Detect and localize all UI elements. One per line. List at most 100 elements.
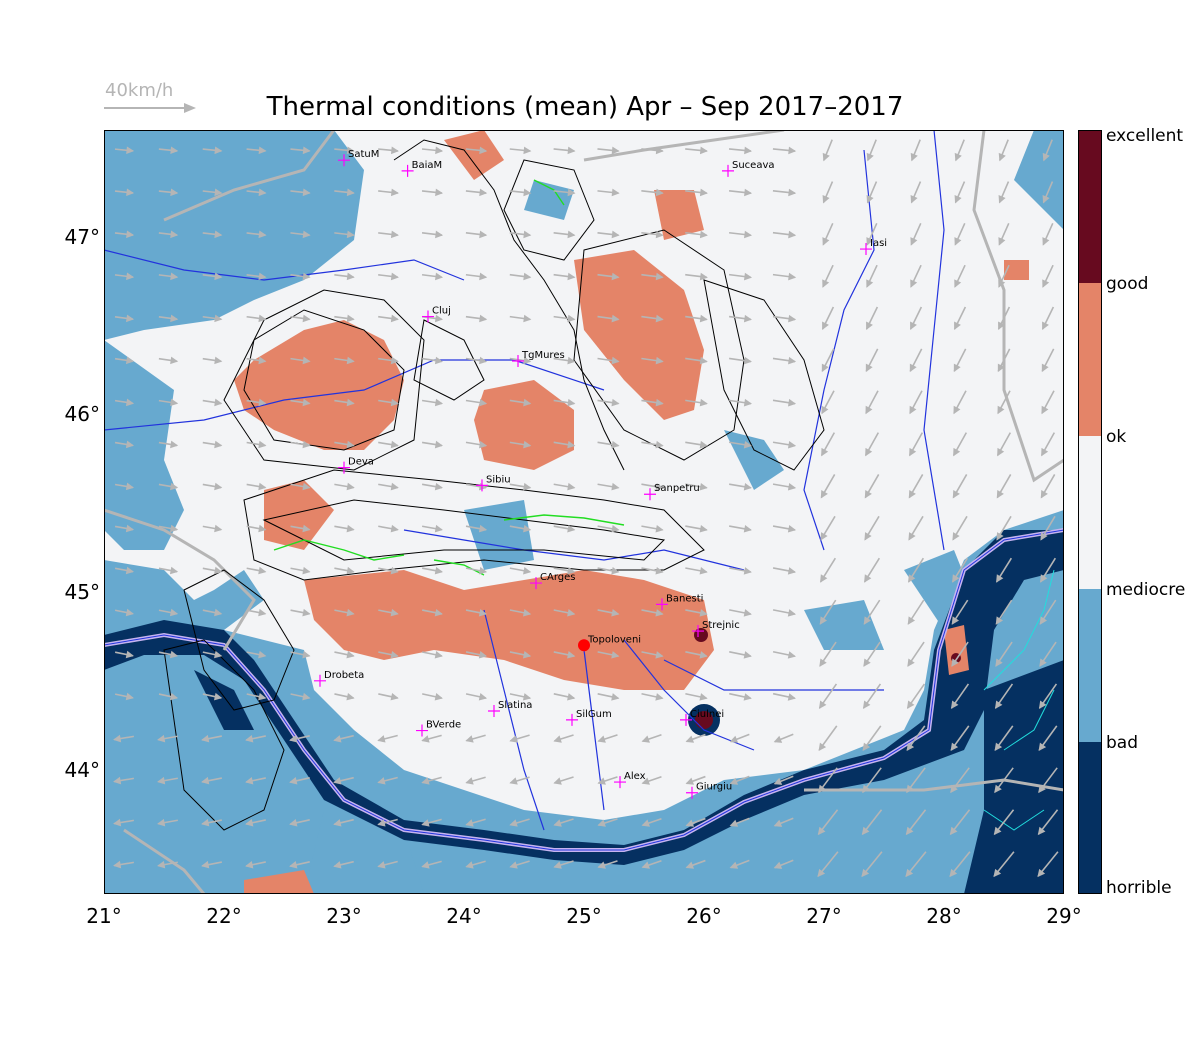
coast-contours [983, 569, 1055, 831]
wind-arrow-head [214, 524, 223, 533]
wind-arrow-head [214, 440, 223, 449]
wind-arrow-head [346, 272, 355, 281]
wind-arrow-head [170, 482, 179, 491]
wind-arrow-head [1037, 826, 1046, 836]
wind-arrow-head [302, 188, 311, 197]
wind-arrow-head [523, 314, 532, 323]
wind-arrow-head [822, 152, 830, 162]
wind-arrow-head [258, 650, 267, 659]
wind-arrow-head [865, 363, 873, 373]
wind-arrow-head [125, 398, 135, 407]
wind-arrow-head [126, 230, 135, 239]
wind-arrow-head [685, 819, 695, 827]
wind-arrow-head [954, 195, 962, 204]
wind-arrow-head [479, 314, 488, 323]
wind-arrow-head [302, 524, 311, 533]
wind-arrow-head [170, 146, 179, 155]
wind-arrow-head [434, 482, 443, 491]
wind-arrow-head [421, 861, 430, 869]
wind-arrow-head [126, 146, 135, 155]
wind-arrow-head [1037, 868, 1046, 878]
lat-tick-label: 46° [64, 402, 100, 427]
wind-arrow-head [567, 566, 576, 575]
wind-arrow-head [258, 692, 267, 701]
wind-arrow-head [820, 490, 828, 499]
wind-arrow-head [787, 440, 797, 449]
wind-arrow-head [377, 819, 386, 827]
wind-arrow-head [866, 279, 874, 288]
wind-arrow-head [113, 734, 122, 743]
wind-arrow-head [996, 574, 1004, 583]
wind-arrow-head [125, 566, 135, 575]
city-marker: Cluj [422, 306, 451, 323]
wind-arrow-head [214, 188, 223, 197]
wind-arrow-head [523, 230, 532, 239]
wind-arrow-head [523, 440, 532, 449]
wind-arrow-head [655, 398, 664, 407]
wind-arrow-head [258, 272, 267, 281]
wind-arrow-head [390, 230, 399, 239]
wind-arrow-head [905, 868, 914, 878]
wind-arrow-head [1042, 152, 1050, 162]
wind-arrow-head [954, 321, 961, 330]
wind-arrow-head [421, 819, 430, 827]
wind-arrow-head [214, 398, 223, 407]
city-label: Suceava [732, 160, 775, 171]
wind-arrow-head [655, 146, 664, 155]
wind-arrow-head [258, 440, 267, 449]
wind-arrow-head [170, 314, 179, 323]
wind-arrow-head [655, 651, 664, 659]
wind-arrow-head [245, 776, 254, 785]
wind-arrow-head [113, 818, 122, 827]
wind-arrow-head [866, 195, 874, 204]
wind-arrow-head [157, 818, 166, 827]
wind-arrow-head [1038, 784, 1046, 794]
wind-arrow-head [214, 272, 223, 281]
wind-arrow-head [773, 861, 783, 869]
danube-river-center [104, 529, 1064, 851]
wind-arrow-head [113, 776, 122, 785]
wind-arrow-head [822, 237, 830, 246]
wind-arrow-head [434, 524, 443, 533]
wind-arrow-head [170, 440, 179, 449]
wind-arrow-head [258, 398, 267, 407]
wind-arrow-head [655, 440, 664, 449]
wind-arrow-head [743, 525, 752, 533]
wind-arrow-head [346, 230, 355, 239]
city-cross-icon [488, 704, 500, 717]
wind-arrow-head [699, 230, 708, 239]
wind-arrow-head [864, 490, 872, 499]
wind-arrow-head [611, 693, 620, 701]
city-cross-icon [314, 674, 326, 687]
wind-arrow-head [567, 314, 576, 323]
wind-arrow-head [949, 826, 958, 836]
wind-arrow-head [509, 861, 518, 869]
wind-arrow-head [567, 482, 576, 491]
wind-arrow-head [699, 693, 708, 701]
wind-arrow-head [908, 490, 916, 499]
wind-arrow-head [1040, 574, 1048, 583]
wind-arrow-head [390, 608, 399, 617]
wind-arrow-head [567, 609, 576, 617]
wind-arrow-head [788, 230, 797, 239]
wind-arrow-head [522, 651, 532, 659]
wind-arrow-head [822, 195, 830, 204]
wind-arrow-head [567, 188, 576, 197]
wind-arrow-head [478, 651, 488, 659]
wind-arrow-head [214, 356, 223, 365]
city-label: Sanpetru [654, 483, 700, 494]
lon-tick-label: 29° [1046, 904, 1082, 928]
wind-arrow-head [611, 356, 620, 365]
wind-arrow-head [773, 735, 783, 743]
city-marker: Ciulnei [680, 709, 724, 726]
wind-arrow-head [390, 482, 399, 491]
wind-arrow-head [346, 650, 355, 659]
wind-arrow-head [346, 566, 355, 575]
wind-arrow-head [258, 230, 267, 239]
wind-arrow-head [479, 230, 488, 239]
legend-good-swatch [1078, 283, 1102, 436]
wind-arrow-head [125, 440, 135, 449]
wind-arrow-head [997, 447, 1005, 457]
wind-arrow-head [951, 658, 959, 667]
wind-arrow-head [479, 272, 488, 281]
